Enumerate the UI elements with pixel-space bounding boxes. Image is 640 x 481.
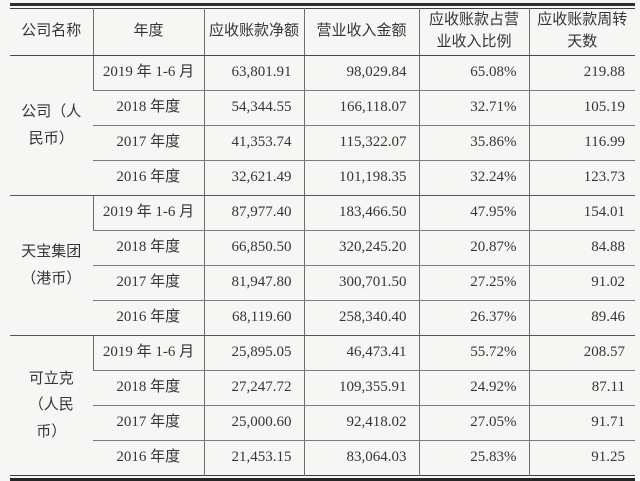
table-row: 2017 年度 25,000.60 92,418.02 27.05% 91.71: [10, 405, 635, 441]
year-cell: 2017 年度: [93, 125, 204, 161]
table-row: 2016 年度 68,119.60 258,340.40 26.37% 89.4…: [10, 300, 635, 336]
receivables-cell: 25,895.05: [203, 335, 304, 371]
revenue-cell: 92,418.02: [303, 405, 419, 441]
revenue-cell: 109,355.91: [303, 370, 419, 406]
table-row: 2017 年度 81,947.80 300,701.50 27.25% 91.0…: [10, 265, 635, 301]
receivables-cell: 54,344.55: [203, 90, 304, 126]
year-cell: 2016 年度: [93, 300, 204, 336]
ratio-cell: 65.08%: [418, 55, 529, 91]
year-cell: 2018 年度: [93, 90, 204, 126]
days-cell: 87.11: [528, 370, 635, 406]
company-cell: 可立克 （人民 币）: [28, 371, 74, 440]
ratio-cell: 47.95%: [418, 195, 529, 231]
table-header: 公司名称 年度 应收账款净额 营业收入金额 应收账款占营 业收入比例 应收账款周…: [10, 8, 635, 56]
revenue-cell: 300,701.50: [303, 265, 419, 301]
days-cell: 208.57: [528, 335, 635, 371]
table-body: 公司（人 民币） 2019 年 1-6 月 63,801.91 98,029.8…: [10, 55, 635, 476]
header-receivables: 应收账款净额: [203, 8, 304, 56]
receivables-cell: 63,801.91: [203, 55, 304, 91]
table-row: 2018 年度 54,344.55 166,118.07 32.71% 105.…: [10, 90, 635, 126]
table-row: 2016 年度 21,453.15 83,064.03 25.83% 91.25: [10, 440, 635, 476]
table-row: 公司（人 民币） 2019 年 1-6 月 63,801.91 98,029.8…: [10, 55, 635, 196]
table-row: 天宝集团 （港币） 2019 年 1-6 月 87,977.40 183,466…: [10, 195, 635, 336]
ratio-cell: 27.25%: [418, 265, 529, 301]
header-revenue: 营业收入金额: [303, 8, 419, 56]
table-row: 可立克 （人民 币） 2019 年 1-6 月 25,895.05 46,473…: [10, 335, 635, 440]
table-row: 2018 年度 27,247.72 109,355.91 24.92% 87.1…: [10, 370, 635, 406]
year-cell: 2017 年度: [93, 405, 204, 441]
days-cell: 154.01: [528, 195, 635, 231]
revenue-cell: 258,340.40: [303, 300, 419, 336]
header-period: 年度: [92, 8, 204, 56]
ratio-cell: 35.86%: [418, 125, 529, 161]
header-ratio: 应收账款占营 业收入比例: [418, 8, 529, 56]
table-row: 2017 年度 41,353.74 115,322.07 35.86% 116.…: [10, 125, 635, 161]
days-cell: 84.88: [528, 230, 635, 266]
receivables-cell: 87,977.40: [203, 195, 304, 231]
receivables-turnover-table: 公司名称 年度 应收账款净额 营业收入金额 应收账款占营 业收入比例 应收账款周…: [10, 8, 635, 476]
year-cell: 2019 年 1-6 月: [92, 335, 204, 371]
header-company: 公司名称: [10, 8, 93, 56]
days-cell: 91.02: [528, 265, 635, 301]
year-cell: 2016 年度: [93, 160, 204, 196]
receivables-cell: 66,850.50: [203, 230, 304, 266]
year-cell: 2018 年度: [93, 230, 204, 266]
receivables-cell: 41,353.74: [203, 125, 304, 161]
days-cell: 116.99: [528, 125, 635, 161]
days-cell: 89.46: [528, 300, 635, 336]
days-cell: 91.25: [528, 440, 635, 476]
days-cell: 123.73: [528, 160, 635, 196]
year-cell: 2016 年度: [116, 449, 181, 466]
receivables-cell: 68,119.60: [203, 300, 304, 336]
revenue-cell: 166,118.07: [303, 90, 419, 126]
revenue-cell: 320,245.20: [303, 230, 419, 266]
days-cell: 91.71: [528, 405, 635, 441]
table-row: 2018 年度 66,850.50 320,245.20 20.87% 84.8…: [10, 230, 635, 266]
ratio-cell: 27.05%: [418, 405, 529, 441]
ratio-cell: 24.92%: [418, 370, 529, 406]
receivables-cell: 27,247.72: [203, 370, 304, 406]
ratio-cell: 26.37%: [418, 300, 529, 336]
year-cell: 2019 年 1-6 月: [92, 55, 204, 91]
receivables-cell: 21,453.15: [203, 440, 304, 476]
receivables-cell: 32,621.49: [203, 160, 304, 196]
ratio-cell: 32.24%: [418, 160, 529, 196]
ratio-cell: 25.83%: [418, 440, 529, 476]
ratio-cell: 55.72%: [418, 335, 529, 371]
revenue-cell: 98,029.84: [303, 55, 419, 91]
financial-table-wrap: 公司名称 年度 应收账款净额 营业收入金额 应收账款占营 业收入比例 应收账款周…: [10, 3, 635, 481]
year-cell: 2017 年度: [93, 265, 204, 301]
header-days: 应收账款周转 天数: [528, 8, 635, 56]
table-row: 2016 年度 32,621.49 101,198.35 32.24% 123.…: [10, 160, 635, 196]
company-cell: 公司（人 民币）: [10, 55, 93, 196]
year-cell: 2018 年度: [93, 370, 204, 406]
year-cell: 2019 年 1-6 月: [92, 195, 204, 231]
revenue-cell: 83,064.03: [303, 440, 419, 476]
revenue-cell: 115,322.07: [303, 125, 419, 161]
days-cell: 219.88: [528, 55, 635, 91]
revenue-cell: 183,466.50: [303, 195, 419, 231]
ratio-cell: 32.71%: [418, 90, 529, 126]
ratio-cell: 20.87%: [418, 230, 529, 266]
receivables-cell: 25,000.60: [203, 405, 304, 441]
header-row: 公司名称 年度 应收账款净额 营业收入金额 应收账款占营 业收入比例 应收账款周…: [10, 8, 635, 56]
days-cell: 105.19: [528, 90, 635, 126]
company-cell: 天宝集团 （港币）: [10, 195, 93, 336]
receivables-cell: 81,947.80: [203, 265, 304, 301]
revenue-cell: 101,198.35: [303, 160, 419, 196]
revenue-cell: 46,473.41: [303, 335, 419, 371]
